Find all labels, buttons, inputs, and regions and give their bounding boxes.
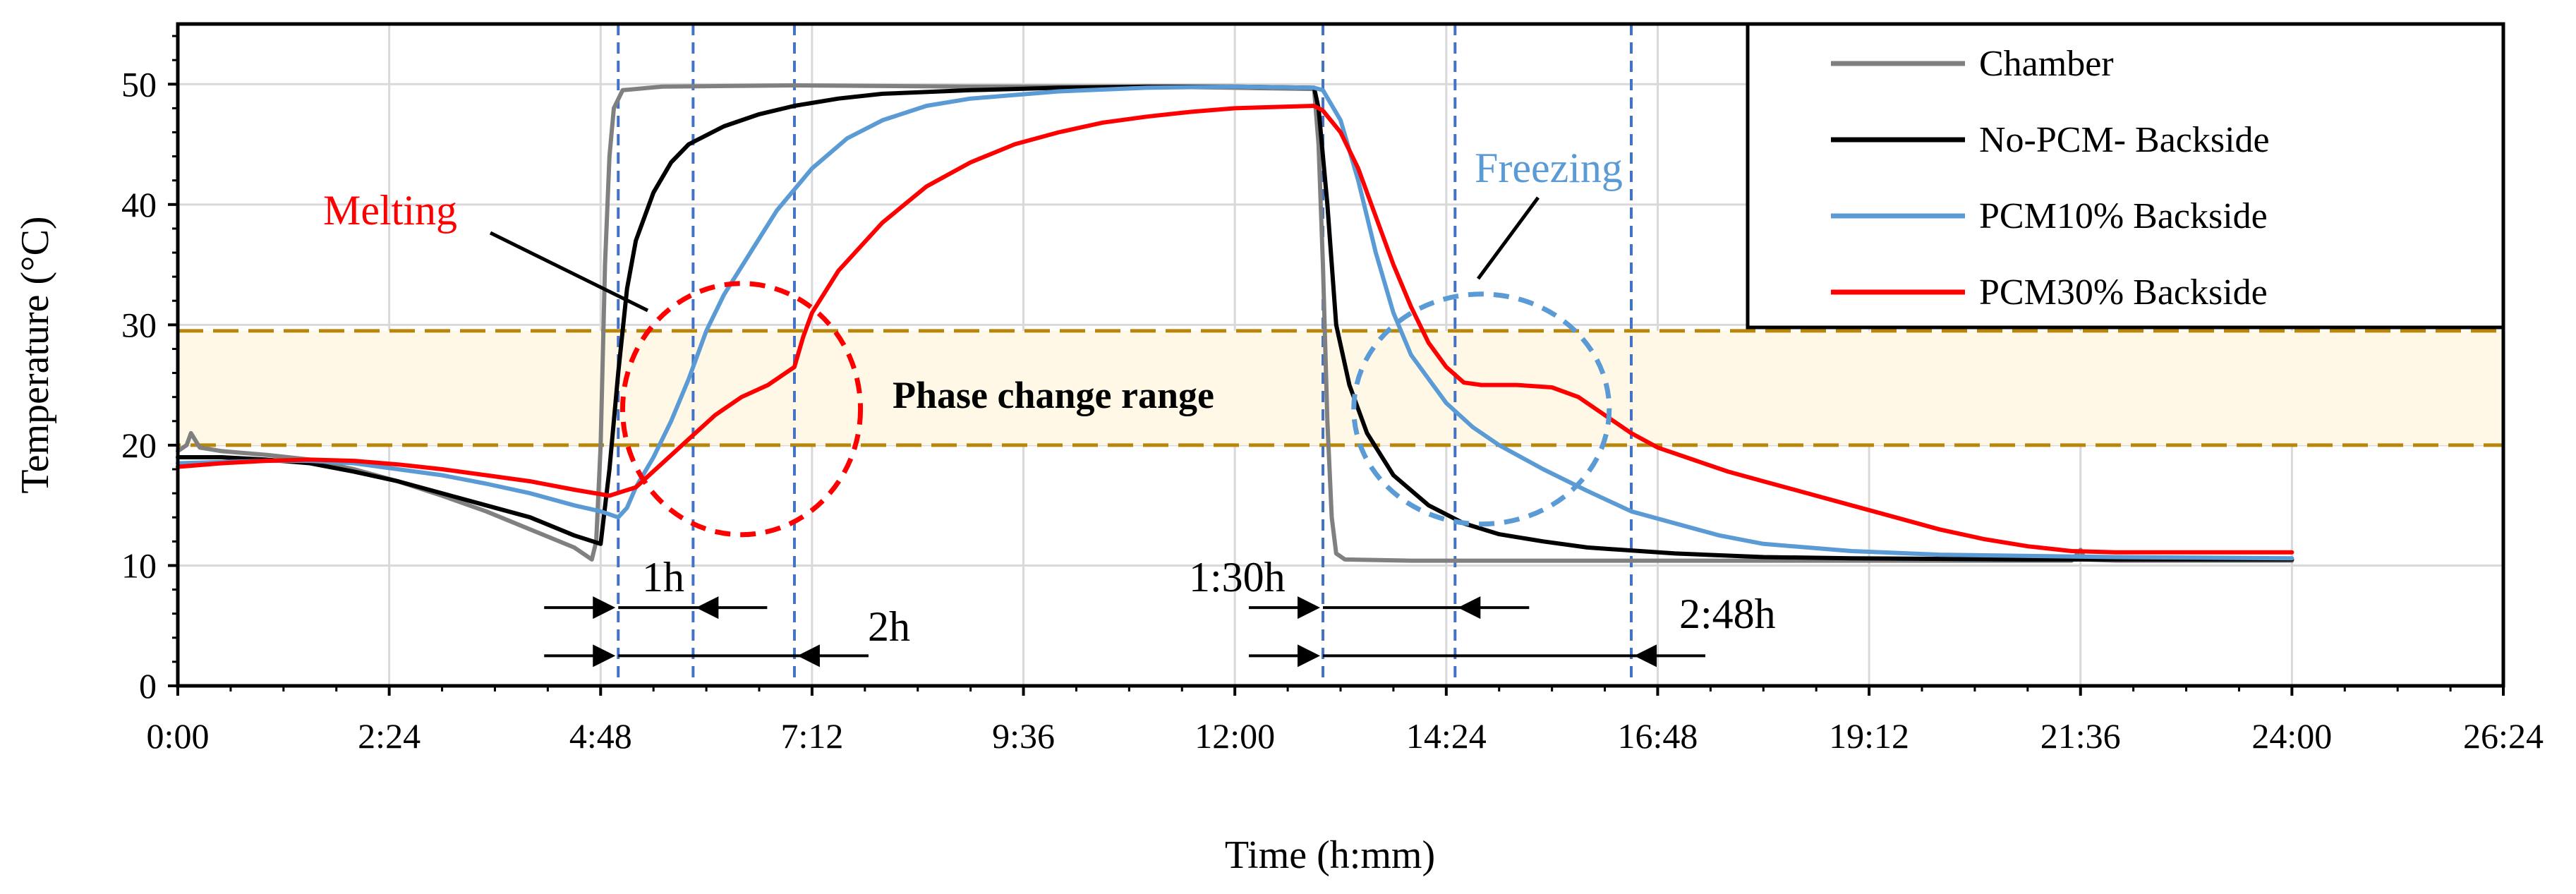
x-tick-label: 9:36	[992, 716, 1055, 756]
measure-label: 1:30h	[1189, 554, 1286, 600]
freezing-circle	[1351, 291, 1612, 527]
x-tick-label: 0:00	[147, 716, 210, 756]
x-tick-label: 24:00	[2251, 716, 2332, 756]
x-tick-label: 12:00	[1195, 716, 1275, 756]
series-line-1	[176, 84, 2294, 562]
x-tick-label: 19:12	[1829, 716, 1909, 756]
melting-label: Melting	[323, 187, 457, 234]
x-tick-label: 21:36	[2040, 716, 2121, 756]
series-line-0	[176, 83, 2294, 563]
y-axis-title: Temperature (°C)	[13, 216, 57, 493]
legend-box	[1746, 22, 2505, 330]
y-tick-label: 20	[121, 425, 157, 465]
measure-label: 2:48h	[1679, 591, 1776, 637]
freezing-leader-line	[1476, 196, 1540, 280]
y-tick-label: 50	[121, 64, 157, 104]
x-tick-label: 26:24	[2463, 716, 2544, 756]
measure-label: 2h	[868, 603, 910, 650]
x-tick-label: 7:12	[780, 716, 843, 756]
legend-label-0: Chamber	[1979, 44, 2114, 84]
legend-label-1: No-PCM- Backside	[1979, 120, 2270, 160]
freezing-label: Freezing	[1475, 145, 1623, 191]
y-tick-label: 0	[139, 666, 157, 706]
x-tick-label: 14:24	[1406, 716, 1487, 756]
x-axis-title: Time (h:mm)	[1225, 833, 1435, 877]
melting-circle	[619, 281, 864, 538]
x-tick-label: 4:48	[569, 716, 632, 756]
measure-label: 1h	[642, 554, 684, 600]
series-line-2	[176, 84, 2294, 561]
y-tick-label: 30	[121, 305, 157, 344]
y-tick-label: 40	[121, 185, 157, 224]
x-tick-label: 2:24	[358, 716, 421, 756]
phase-change-label: Phase change range	[893, 374, 1214, 416]
x-tick-label: 16:48	[1618, 716, 1698, 756]
y-tick-label: 10	[121, 545, 157, 585]
legend-label-2: PCM10% Backside	[1979, 196, 2268, 236]
legend-label-3: PCM30% Backside	[1979, 272, 2268, 313]
series-line-3	[176, 104, 2294, 555]
melting-leader-line	[489, 231, 649, 313]
